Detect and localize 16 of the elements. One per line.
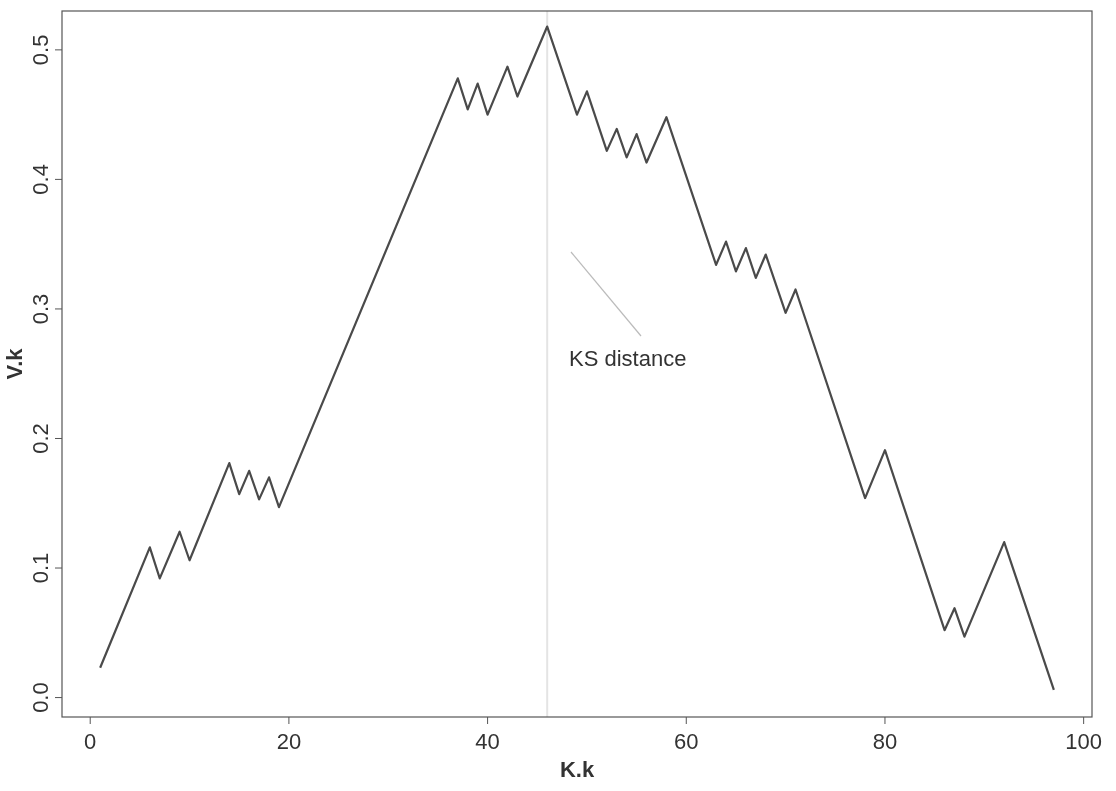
y-tick-label: 0.5 [28, 34, 53, 66]
x-tick-label: 60 [674, 729, 699, 754]
line-series [99, 25, 1055, 691]
x-tick-label: 100 [1065, 729, 1103, 754]
y-axis-title: V.k [2, 347, 27, 380]
x-axis-title: K.k [559, 757, 595, 782]
x-tick-label: 40 [475, 729, 500, 754]
x-tick-label: 0 [84, 729, 97, 754]
annotation: KS distance [569, 346, 687, 371]
y-tick-label: 0.3 [28, 293, 53, 325]
y-tick-label: 0.1 [28, 552, 53, 584]
x-tick-label: 80 [872, 729, 898, 754]
y-tick-label: 0.4 [28, 164, 53, 195]
x-tick-label: 20 [276, 729, 302, 754]
y-tick-label: 0.0 [28, 682, 53, 713]
y-tick-label: 0.2 [28, 423, 53, 454]
